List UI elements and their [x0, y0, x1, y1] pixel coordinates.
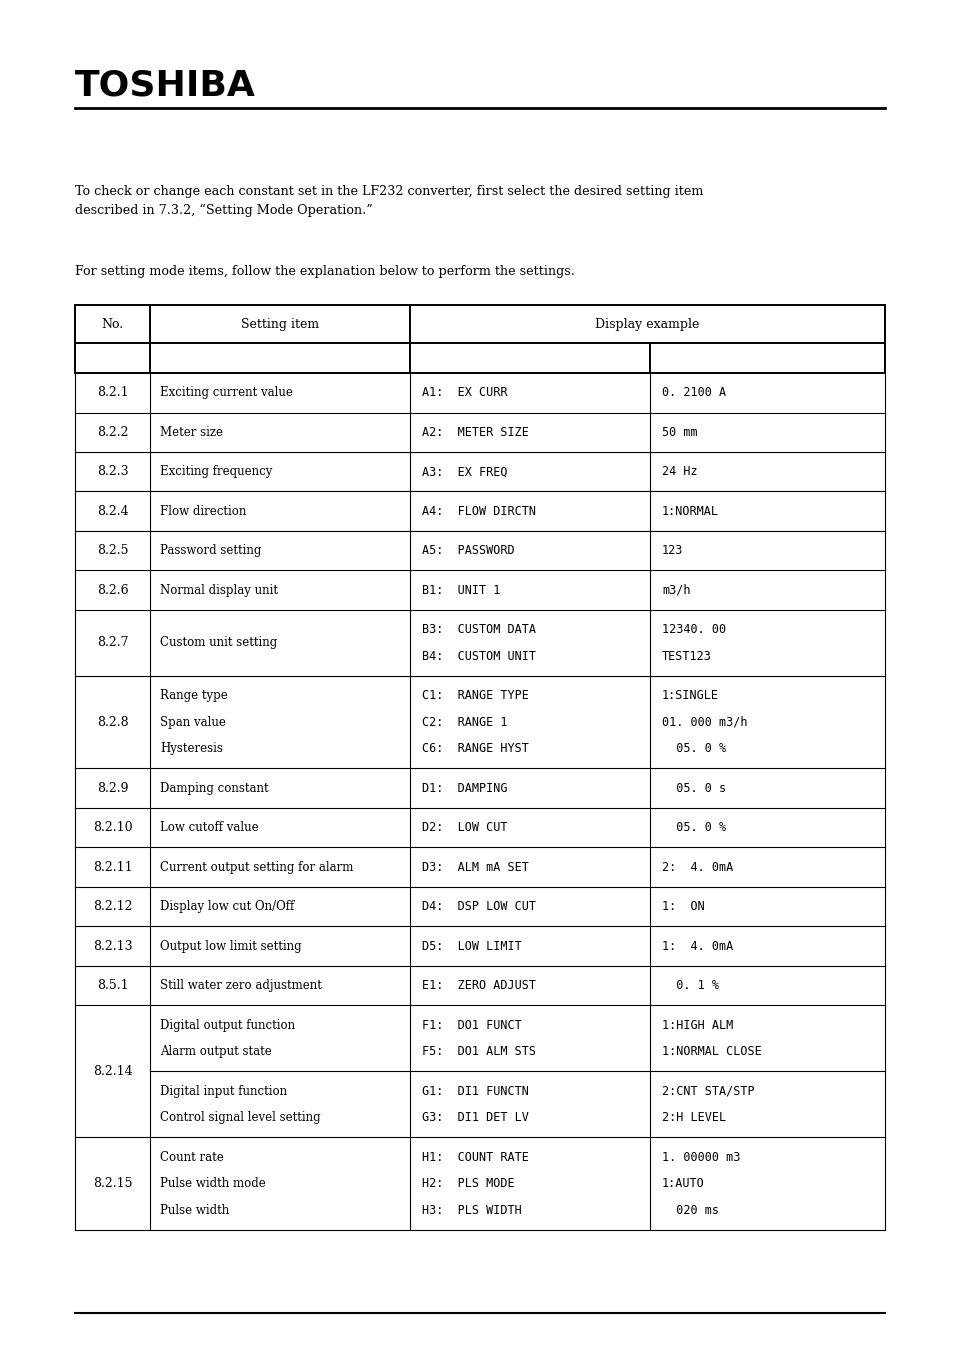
Text: 8.2.6: 8.2.6	[96, 583, 128, 597]
Text: A2:  METER SIZE: A2: METER SIZE	[421, 425, 528, 439]
Text: 8.2.11: 8.2.11	[92, 861, 132, 873]
Text: C1:  RANGE TYPE: C1: RANGE TYPE	[421, 690, 528, 702]
Text: 020 ms: 020 ms	[661, 1204, 719, 1216]
Text: 2:CNT STA/STP: 2:CNT STA/STP	[661, 1085, 754, 1098]
Text: 0. 1 %: 0. 1 %	[661, 979, 719, 992]
Text: 01. 000 m3/h: 01. 000 m3/h	[661, 716, 747, 729]
Text: Count rate: Count rate	[160, 1150, 224, 1164]
Text: Exciting frequency: Exciting frequency	[160, 466, 273, 478]
Text: Digital input function: Digital input function	[160, 1085, 287, 1098]
Text: 0. 2100 A: 0. 2100 A	[661, 386, 725, 400]
Text: Still water zero adjustment: Still water zero adjustment	[160, 979, 321, 992]
Text: 8.2.10: 8.2.10	[92, 821, 132, 834]
Text: 05. 0 %: 05. 0 %	[661, 821, 725, 834]
Text: A4:  FLOW DIRCTN: A4: FLOW DIRCTN	[421, 505, 536, 518]
Text: Display low cut On/Off: Display low cut On/Off	[160, 900, 294, 913]
Text: m3/h: m3/h	[661, 583, 690, 597]
Text: 24 Hz: 24 Hz	[661, 466, 697, 478]
Text: 8.2.14: 8.2.14	[92, 1065, 132, 1079]
Text: 8.2.1: 8.2.1	[96, 386, 128, 400]
Text: 123: 123	[661, 544, 682, 558]
Text: Pulse width mode: Pulse width mode	[160, 1177, 266, 1191]
Text: H2:  PLS MODE: H2: PLS MODE	[421, 1177, 514, 1191]
Text: Range type: Range type	[160, 690, 228, 702]
Text: No.: No.	[101, 317, 124, 331]
Text: 8.2.13: 8.2.13	[92, 940, 132, 953]
Text: 8.2.7: 8.2.7	[96, 636, 128, 649]
Text: E1:  ZERO ADJUST: E1: ZERO ADJUST	[421, 979, 536, 992]
Text: Alarm output state: Alarm output state	[160, 1045, 272, 1058]
Text: D4:  DSP LOW CUT: D4: DSP LOW CUT	[421, 900, 536, 913]
Text: A3:  EX FREQ: A3: EX FREQ	[421, 466, 507, 478]
Text: B4:  CUSTOM UNIT: B4: CUSTOM UNIT	[421, 649, 536, 663]
Text: 1:  4. 0mA: 1: 4. 0mA	[661, 940, 733, 953]
Text: 1:NORMAL: 1:NORMAL	[661, 505, 719, 518]
Text: Digital output function: Digital output function	[160, 1019, 294, 1031]
Text: 8.2.3: 8.2.3	[96, 466, 128, 478]
Text: Display example: Display example	[595, 317, 699, 331]
Text: TOSHIBA: TOSHIBA	[75, 68, 255, 103]
Text: TEST123: TEST123	[661, 649, 711, 663]
Text: F5:  DO1 ALM STS: F5: DO1 ALM STS	[421, 1045, 536, 1058]
Text: Output low limit setting: Output low limit setting	[160, 940, 301, 953]
Text: D5:  LOW LIMIT: D5: LOW LIMIT	[421, 940, 521, 953]
Text: 8.2.8: 8.2.8	[96, 716, 128, 729]
Text: 2:  4. 0mA: 2: 4. 0mA	[661, 861, 733, 873]
Text: 8.2.5: 8.2.5	[96, 544, 128, 558]
Text: 05. 0 s: 05. 0 s	[661, 782, 725, 795]
Text: 12340. 00: 12340. 00	[661, 624, 725, 636]
Text: A1:  EX CURR: A1: EX CURR	[421, 386, 507, 400]
Text: 8.2.4: 8.2.4	[96, 505, 128, 518]
Text: Control signal level setting: Control signal level setting	[160, 1111, 320, 1125]
Text: 8.2.2: 8.2.2	[96, 425, 128, 439]
Text: Exciting current value: Exciting current value	[160, 386, 293, 400]
Text: To check or change each constant set in the LF232 converter, first select the de: To check or change each constant set in …	[75, 185, 702, 217]
Text: 50 mm: 50 mm	[661, 425, 697, 439]
Text: A5:  PASSWORD: A5: PASSWORD	[421, 544, 514, 558]
Text: H3:  PLS WIDTH: H3: PLS WIDTH	[421, 1204, 521, 1216]
Text: Custom unit setting: Custom unit setting	[160, 636, 277, 649]
Text: Setting item: Setting item	[241, 317, 318, 331]
Text: D2:  LOW CUT: D2: LOW CUT	[421, 821, 507, 834]
Text: C6:  RANGE HYST: C6: RANGE HYST	[421, 743, 528, 755]
Text: D3:  ALM mA SET: D3: ALM mA SET	[421, 861, 528, 873]
Text: 8.2.12: 8.2.12	[92, 900, 132, 913]
Text: Normal display unit: Normal display unit	[160, 583, 277, 597]
Text: C2:  RANGE 1: C2: RANGE 1	[421, 716, 507, 729]
Text: 05. 0 %: 05. 0 %	[661, 743, 725, 755]
Text: B3:  CUSTOM DATA: B3: CUSTOM DATA	[421, 624, 536, 636]
Text: 1:HIGH ALM: 1:HIGH ALM	[661, 1019, 733, 1031]
Text: Hysteresis: Hysteresis	[160, 743, 223, 755]
Text: Pulse width: Pulse width	[160, 1204, 229, 1216]
Text: F1:  DO1 FUNCT: F1: DO1 FUNCT	[421, 1019, 521, 1031]
Text: Meter size: Meter size	[160, 425, 223, 439]
Text: G1:  DI1 FUNCTN: G1: DI1 FUNCTN	[421, 1085, 528, 1098]
Text: Span value: Span value	[160, 716, 226, 729]
Text: 1. 00000 m3: 1. 00000 m3	[661, 1150, 740, 1164]
Text: Password setting: Password setting	[160, 544, 261, 558]
Text: 1:NORMAL CLOSE: 1:NORMAL CLOSE	[661, 1045, 760, 1058]
Text: D1:  DAMPING: D1: DAMPING	[421, 782, 507, 795]
Text: 1:AUTO: 1:AUTO	[661, 1177, 704, 1191]
Text: H1:  COUNT RATE: H1: COUNT RATE	[421, 1150, 528, 1164]
Text: Current output setting for alarm: Current output setting for alarm	[160, 861, 353, 873]
Text: 1:  ON: 1: ON	[661, 900, 704, 913]
Text: G3:  DI1 DET LV: G3: DI1 DET LV	[421, 1111, 528, 1125]
Text: Damping constant: Damping constant	[160, 782, 269, 795]
Text: 8.2.15: 8.2.15	[92, 1177, 132, 1191]
Text: 2:H LEVEL: 2:H LEVEL	[661, 1111, 725, 1125]
Text: 1:SINGLE: 1:SINGLE	[661, 690, 719, 702]
Text: B1:  UNIT 1: B1: UNIT 1	[421, 583, 500, 597]
Text: Flow direction: Flow direction	[160, 505, 246, 518]
Text: 8.2.9: 8.2.9	[96, 782, 128, 795]
Text: For setting mode items, follow the explanation below to perform the settings.: For setting mode items, follow the expla…	[75, 265, 575, 278]
Text: Low cutoff value: Low cutoff value	[160, 821, 258, 834]
Text: 8.5.1: 8.5.1	[96, 979, 128, 992]
